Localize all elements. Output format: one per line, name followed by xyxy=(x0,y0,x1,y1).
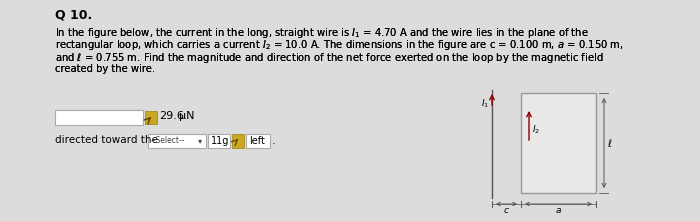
Text: left: left xyxy=(249,136,265,146)
Bar xyxy=(232,134,244,148)
Text: directed toward the: directed toward the xyxy=(55,135,158,145)
Text: $c$: $c$ xyxy=(503,206,510,215)
Text: In the figure below, the current in the long, straight wire is $I_1$ = 4.70 A an: In the figure below, the current in the … xyxy=(55,26,589,40)
Text: rectangular loop, which carries a current $I_2$ = 10.0 A. The dimensions in the : rectangular loop, which carries a curren… xyxy=(55,38,624,53)
Bar xyxy=(148,134,206,148)
Bar xyxy=(246,134,270,148)
Bar xyxy=(521,93,596,193)
Text: $a$: $a$ xyxy=(555,206,562,215)
Text: In the figure below, the current in the long, straight wire is $I_1$ =: In the figure below, the current in the … xyxy=(55,26,373,40)
Text: and $\ell$ = 0.755 m. Find the magnitude and direction of the net force exerted : and $\ell$ = 0.755 m. Find the magnitude… xyxy=(55,51,603,65)
Text: In the figure below, the current in the long, straight wire is $I_1$ = 4.70 A an: In the figure below, the current in the … xyxy=(55,26,589,40)
Text: created by the wire.: created by the wire. xyxy=(55,63,155,74)
Text: created by the wire.: created by the wire. xyxy=(55,63,155,74)
Text: 29.6: 29.6 xyxy=(159,111,184,121)
Text: 11g: 11g xyxy=(211,136,230,146)
Text: $\ell$: $\ell$ xyxy=(607,137,612,149)
Text: $I_2$: $I_2$ xyxy=(532,123,540,135)
Text: μN: μN xyxy=(179,111,195,121)
Text: ▾: ▾ xyxy=(198,136,202,145)
Bar xyxy=(208,134,230,148)
Bar xyxy=(145,111,157,124)
Bar xyxy=(55,110,143,125)
Text: $I_1$: $I_1$ xyxy=(481,98,489,110)
Text: rectangular loop, which carries a current $I_2$ = 10.0 A. The dimensions in the : rectangular loop, which carries a curren… xyxy=(55,38,624,53)
Text: --Select--: --Select-- xyxy=(151,136,186,145)
Text: .: . xyxy=(272,136,276,146)
Text: and $\ell$ = 0.755 m. Find the magnitude and direction of the net force exerted : and $\ell$ = 0.755 m. Find the magnitude… xyxy=(55,51,603,65)
Text: Q 10.: Q 10. xyxy=(55,9,92,22)
